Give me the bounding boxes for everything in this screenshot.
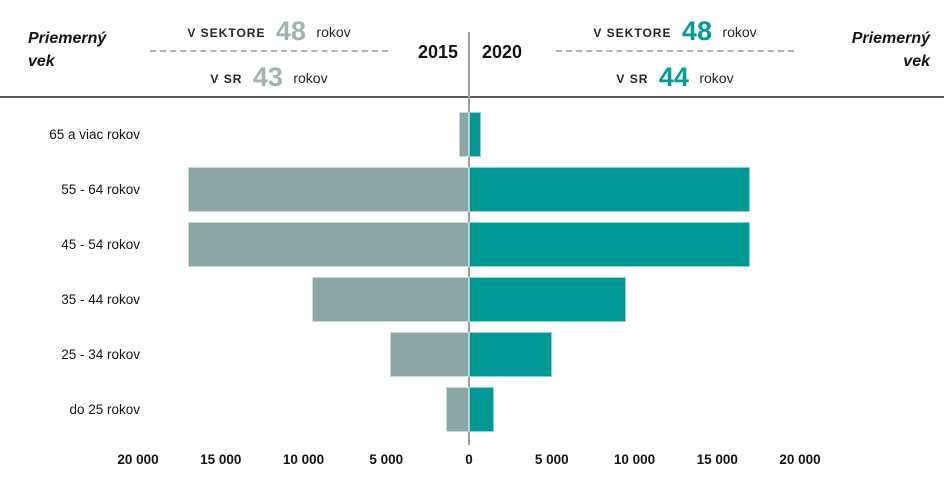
stat-2015-sector-label: V SEKTORE [187,26,266,40]
stat-2020-sr-label: V SR [616,72,649,86]
category-label: 45 - 54 rokov [61,237,140,252]
stat-2015-sr-value: 43 [252,62,283,92]
bar-2020-row2 [469,222,750,267]
stat-2020-sr-value: 44 [658,62,689,92]
left-dashed-divider [150,50,388,52]
bar-2020-row0 [469,112,481,157]
bar-2015-row5 [446,387,469,432]
stat-2020-sr: V SR 44 rokov [556,62,794,93]
x-axis-tick-label: 10 000 [282,452,325,467]
stat-2020-sector-label: V SEKTORE [593,26,672,40]
bar-2020-row4 [469,332,552,377]
bar-2020-row3 [469,277,626,322]
stat-2015-sr: V SR 43 rokov [150,62,388,93]
x-axis-tick-label: 5 000 [534,452,569,467]
left-axis-title-line2: vek [28,53,55,70]
year-label-2015: 2015 [417,42,458,62]
header-separator-line [0,96,944,98]
x-axis-tick-label: 10 000 [613,452,656,467]
category-label: 35 - 44 rokov [61,292,140,307]
stat-2020-sector: V SEKTORE 48 rokov [556,16,794,47]
stat-2015-sector: V SEKTORE 48 rokov [150,16,388,47]
x-axis-tick-label: 20 000 [779,452,821,467]
category-label: 25 - 34 rokov [61,347,140,362]
bar-2015-row0 [459,112,469,157]
year-label-2020: 2020 [482,42,523,62]
stat-2015-sr-unit: rokov [293,70,328,86]
right-axis-title-line2: vek [903,53,930,70]
x-axis-tick-label: 0 [465,452,473,467]
bar-2015-row1 [188,167,469,212]
stat-2015-sector-unit: rokov [316,24,351,40]
bar-2015-row3 [312,277,469,322]
x-axis-tick-label: 15 000 [696,452,738,467]
category-label: do 25 rokov [69,402,140,417]
stat-2020-sr-unit: rokov [699,70,734,86]
left-axis-title-line1: Priemerný [28,30,107,47]
x-axis-tick-label: 20 000 [117,452,159,467]
category-label: 65 a viac rokov [49,127,140,142]
right-dashed-divider [556,50,794,52]
category-label: 55 - 64 rokov [61,182,140,197]
x-axis-tick-label: 15 000 [200,452,242,467]
right-axis-title: Priemerný vek [852,27,930,73]
stat-2020-sector-unit: rokov [722,24,757,40]
x-axis-tick-label: 5 000 [369,452,404,467]
right-axis-title-line1: Priemerný [851,30,930,47]
bar-2015-row4 [390,332,469,377]
bar-2020-row5 [469,387,494,432]
stat-2015-sr-label: V SR [210,72,243,86]
bar-2015-row2 [188,222,469,267]
bar-2020-row1 [469,167,750,212]
left-axis-title: Priemerný vek [28,27,106,73]
stat-2020-sector-value: 48 [681,16,712,46]
stat-2015-sector-value: 48 [275,16,306,46]
